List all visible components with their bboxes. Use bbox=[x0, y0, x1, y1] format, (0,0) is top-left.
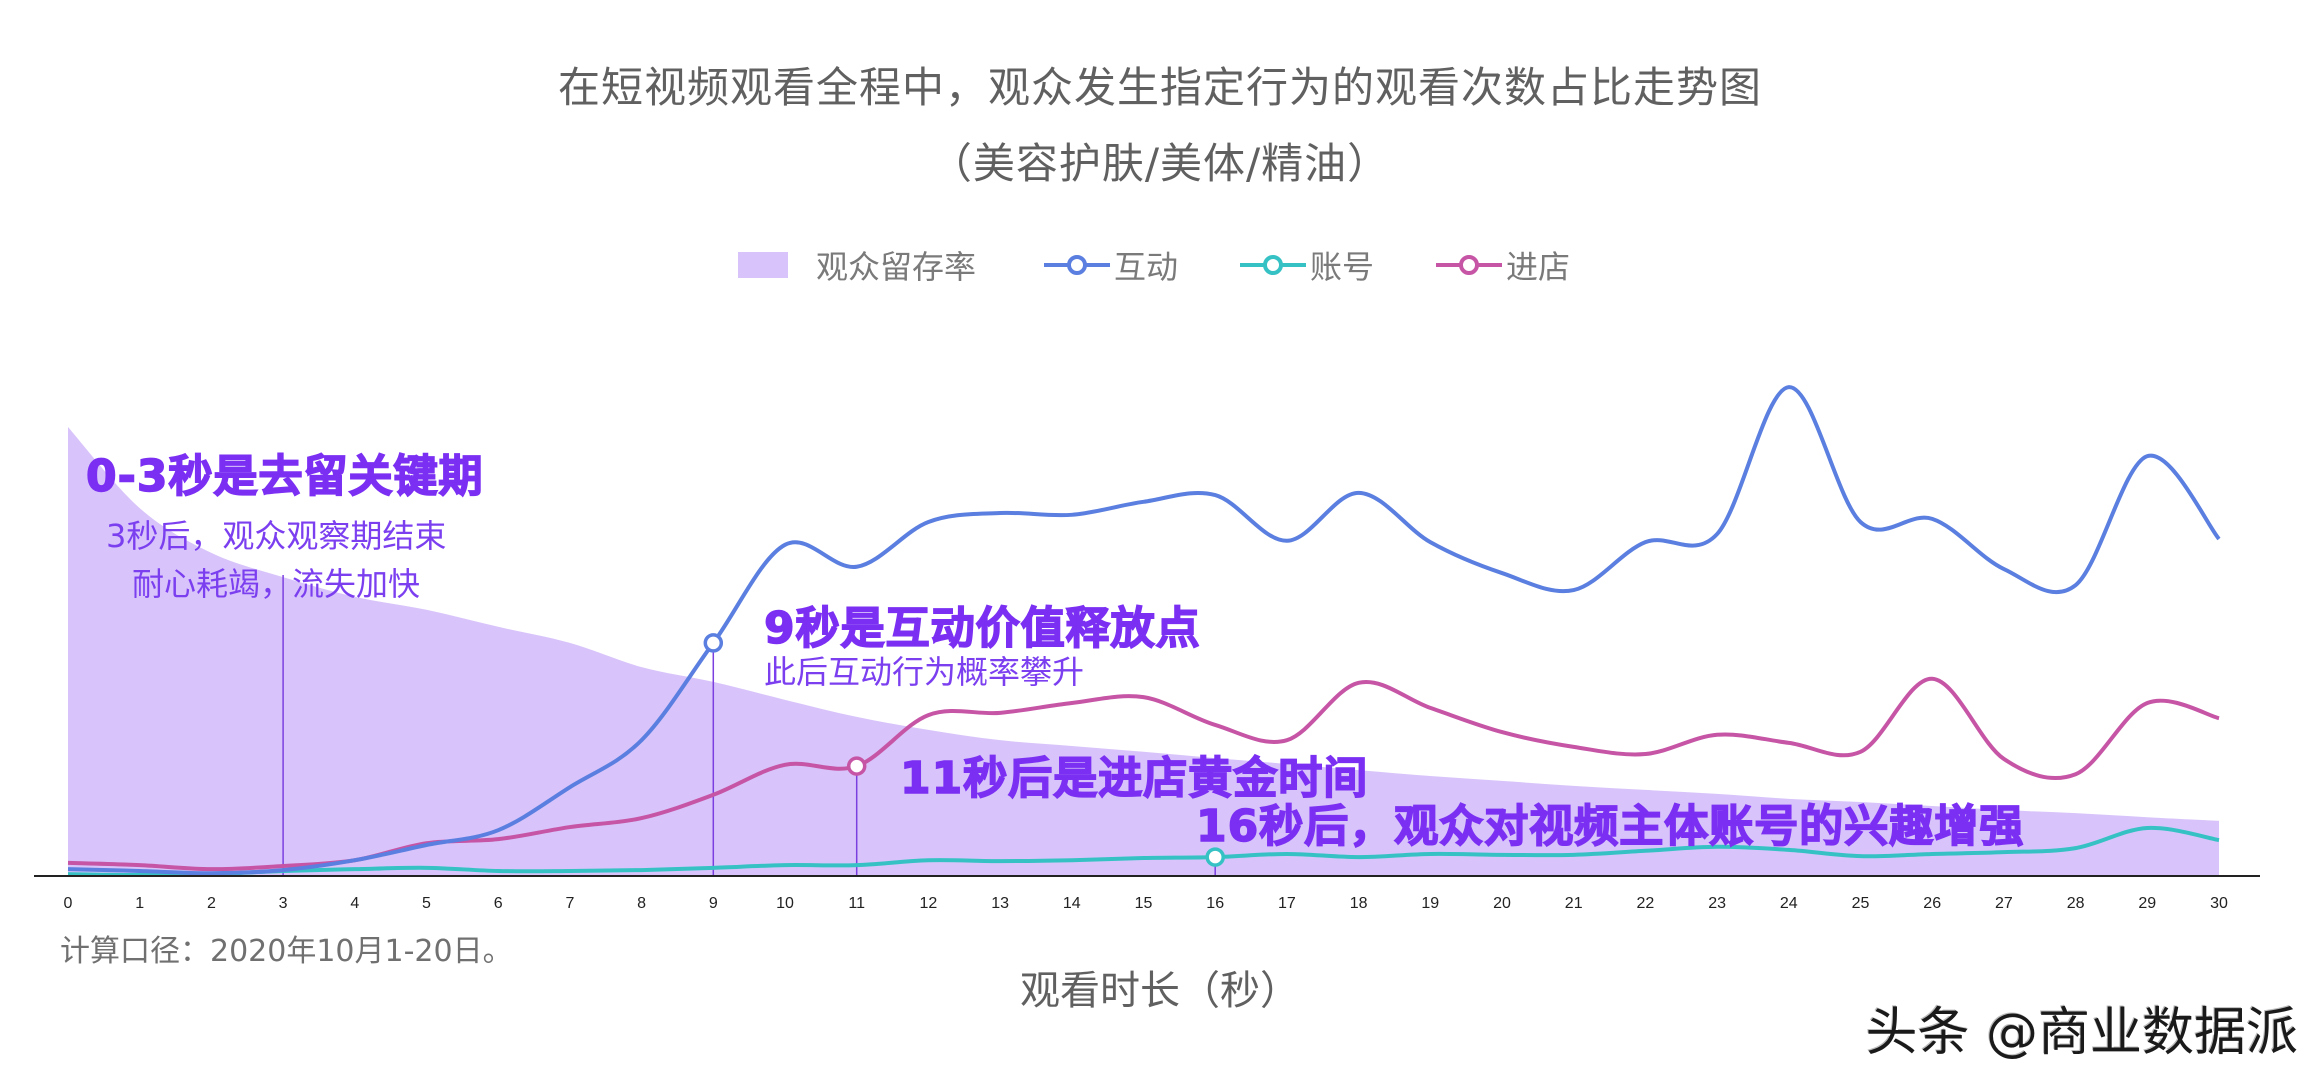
x-tick-label: 7 bbox=[565, 895, 574, 912]
x-tick-label: 27 bbox=[1995, 895, 2013, 912]
legend-label: 观众留存率 bbox=[816, 248, 977, 286]
highlight-markers bbox=[703, 633, 1225, 867]
legend-label: 账号 bbox=[1310, 248, 1375, 286]
line-marker-icon bbox=[1436, 255, 1503, 275]
highlight-marker bbox=[703, 633, 724, 653]
x-tick-label: 10 bbox=[776, 895, 794, 912]
x-tick-label: 13 bbox=[991, 895, 1009, 912]
chart-legend: 观众留存率 互动 账号 进店 bbox=[738, 240, 1630, 290]
annotation-retention-title: 0-3秒是去留关键期 bbox=[85, 450, 484, 503]
highlight-marker bbox=[846, 756, 867, 776]
x-tick-label: 26 bbox=[1923, 895, 1941, 912]
retention-area bbox=[68, 427, 2219, 875]
x-tick-label: 28 bbox=[2067, 895, 2085, 912]
annotation-interaction-sub: 此后互动行为概率攀升 bbox=[764, 653, 1085, 691]
x-tick-label: 8 bbox=[637, 895, 646, 912]
line-marker-icon bbox=[1044, 255, 1111, 275]
legend-item-retention[interactable]: 观众留存率 bbox=[738, 242, 976, 288]
x-tick-label: 3 bbox=[279, 895, 288, 912]
x-tick-label: 12 bbox=[920, 895, 938, 912]
annotation-interaction-title: 9秒是互动价值释放点 bbox=[763, 602, 1201, 655]
x-tick-label: 21 bbox=[1565, 895, 1583, 912]
chart-subtitle: （美容护肤/美体/精油） bbox=[929, 139, 1391, 188]
x-tick-label: 23 bbox=[1708, 895, 1726, 912]
legend-item-account[interactable]: 账号 bbox=[1238, 242, 1374, 288]
chart-title: 在短视频观看全程中，观众发生指定行为的观看次数占比走势图 bbox=[557, 63, 1762, 112]
legend-item-interaction[interactable]: 互动 bbox=[1042, 242, 1178, 288]
annotation-account-title: 16秒后，观众对视频主体账号的兴趣增强 bbox=[1195, 800, 2025, 853]
highlight-marker bbox=[1205, 847, 1225, 867]
x-tick-label: 5 bbox=[422, 895, 431, 912]
x-tick-label: 11 bbox=[848, 895, 865, 912]
interaction-line bbox=[67, 385, 2221, 876]
watermark: 头条 @商业数据派 bbox=[1865, 1003, 2298, 1063]
x-tick-label: 4 bbox=[350, 895, 359, 912]
x-axis-label: 观看时长（秒） bbox=[1020, 968, 1300, 1014]
x-axis-ticks: 0 1 2 3 4 5 6 7 8 9 10 11 12 13 14 15 16 17 18 19 20 21 22 23 24… bbox=[64, 895, 2228, 912]
legend-item-store[interactable]: 进店 bbox=[1434, 242, 1570, 288]
annotation-retention-line1: 3秒后，观众观察期结束 bbox=[106, 517, 447, 555]
line-marker-icon bbox=[1240, 255, 1307, 275]
x-tick-label: 25 bbox=[1852, 895, 1870, 912]
x-tick-label: 1 bbox=[135, 895, 144, 912]
legend-label: 互动 bbox=[1114, 248, 1179, 286]
annotation-store-title: 11秒后是进店黄金时间 bbox=[899, 752, 1369, 805]
x-tick-label: 19 bbox=[1421, 895, 1439, 912]
x-tick-label: 29 bbox=[2138, 895, 2156, 912]
x-tick-label: 30 bbox=[2210, 895, 2228, 912]
x-tick-label: 0 bbox=[64, 895, 73, 912]
x-tick-label: 6 bbox=[494, 895, 503, 912]
legend-label: 进店 bbox=[1506, 248, 1571, 286]
account-line bbox=[67, 825, 2220, 878]
x-tick-label: 14 bbox=[1063, 895, 1081, 912]
x-tick-label: 20 bbox=[1493, 895, 1511, 912]
annotation-retention-line2: 耐心耗竭，流失加快 bbox=[132, 565, 421, 603]
x-tick-label: 17 bbox=[1278, 895, 1296, 912]
area-swatch-icon bbox=[738, 252, 788, 278]
x-tick-label: 22 bbox=[1637, 895, 1655, 912]
x-tick-label: 15 bbox=[1135, 895, 1153, 912]
x-tick-label: 24 bbox=[1780, 895, 1798, 912]
x-tick-label: 18 bbox=[1350, 895, 1368, 912]
x-tick-label: 16 bbox=[1206, 895, 1224, 912]
x-tick-label: 2 bbox=[207, 895, 216, 912]
footnote: 计算口径：2020年10月1-20日。 bbox=[60, 934, 513, 969]
x-tick-label: 9 bbox=[709, 895, 718, 912]
